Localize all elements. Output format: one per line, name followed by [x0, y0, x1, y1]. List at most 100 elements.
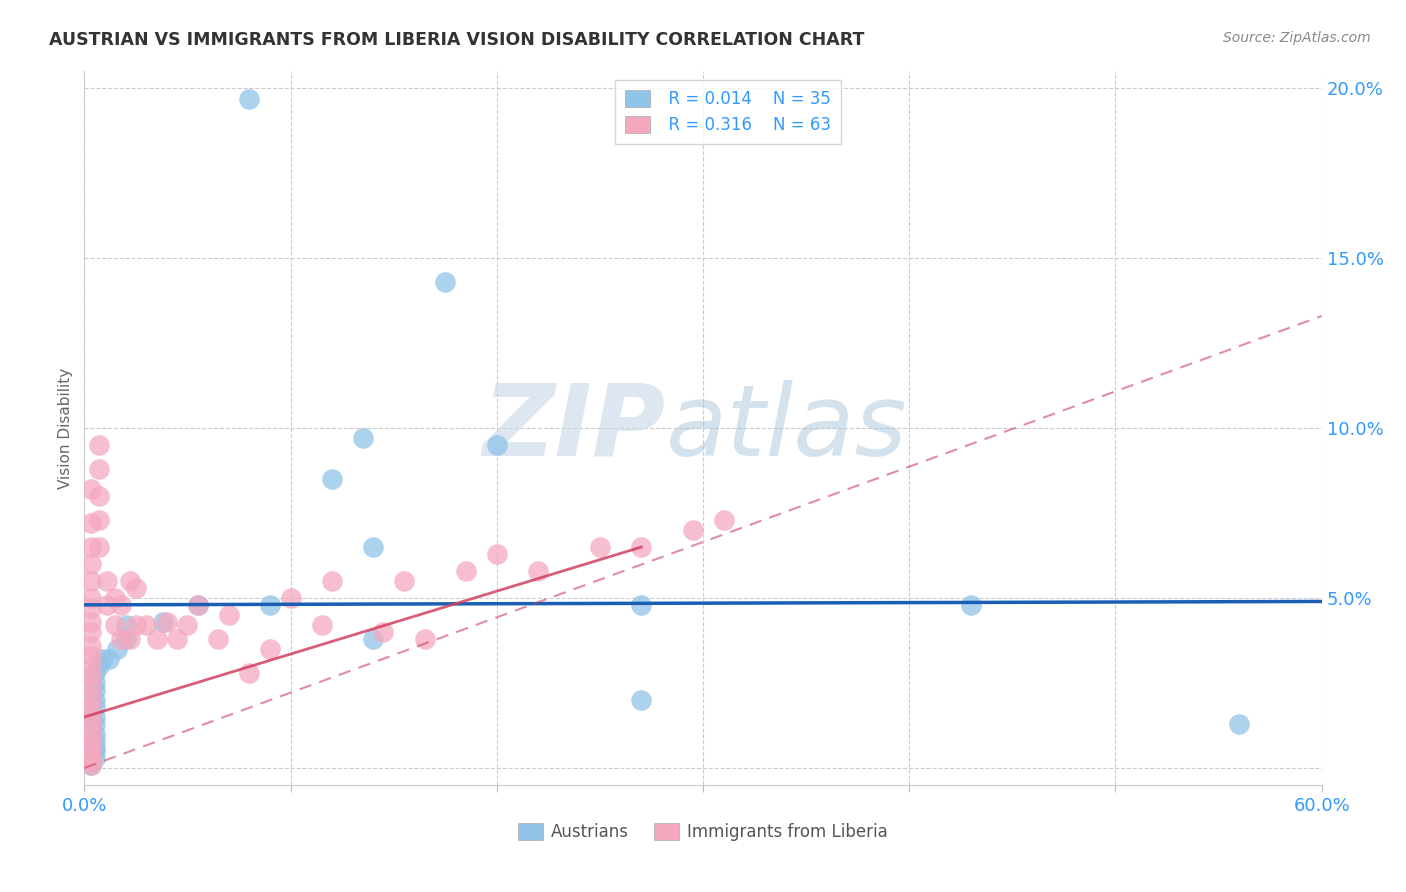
Point	[79, 574, 101, 588]
Point	[98, 652, 121, 666]
Point	[114, 618, 136, 632]
Point	[630, 540, 652, 554]
Point	[238, 91, 260, 105]
Point	[87, 513, 110, 527]
Point	[114, 632, 136, 646]
Point	[135, 618, 157, 632]
Point	[104, 618, 127, 632]
Point	[87, 462, 110, 476]
Point	[79, 669, 101, 683]
Point	[110, 598, 132, 612]
Point	[87, 540, 110, 554]
Point	[83, 693, 105, 707]
Point	[87, 489, 110, 503]
Point	[152, 615, 174, 629]
Point	[187, 598, 209, 612]
Point	[79, 757, 101, 772]
Point	[79, 754, 101, 768]
Point	[79, 516, 101, 531]
Text: ZIP: ZIP	[482, 380, 666, 476]
Point	[79, 757, 101, 772]
Point	[79, 540, 101, 554]
Point	[79, 625, 101, 640]
Point	[713, 513, 735, 527]
Point	[79, 591, 101, 605]
Point	[79, 699, 101, 714]
Point	[960, 598, 983, 612]
Point	[79, 727, 101, 741]
Point	[176, 618, 198, 632]
Point	[682, 523, 704, 537]
Point	[352, 431, 374, 445]
Point	[187, 598, 209, 612]
Point	[104, 591, 127, 605]
Point	[96, 598, 118, 612]
Point	[79, 710, 101, 724]
Point	[280, 591, 302, 605]
Point	[630, 693, 652, 707]
Point	[79, 648, 101, 663]
Text: AUSTRIAN VS IMMIGRANTS FROM LIBERIA VISION DISABILITY CORRELATION CHART: AUSTRIAN VS IMMIGRANTS FROM LIBERIA VISI…	[49, 31, 865, 49]
Point	[105, 642, 128, 657]
Point	[434, 275, 457, 289]
Point	[83, 744, 105, 758]
Point	[87, 438, 110, 452]
Point	[83, 727, 105, 741]
Point	[207, 632, 229, 646]
Point	[83, 740, 105, 755]
Point	[79, 716, 101, 731]
Point	[79, 639, 101, 653]
Point	[156, 615, 179, 629]
Point	[83, 716, 105, 731]
Point	[79, 601, 101, 615]
Point	[361, 632, 384, 646]
Point	[321, 472, 343, 486]
Point	[79, 733, 101, 747]
Point	[630, 598, 652, 612]
Point	[79, 751, 101, 765]
Point	[259, 598, 281, 612]
Point	[527, 564, 550, 578]
Point	[79, 740, 101, 755]
Point	[83, 682, 105, 697]
Point	[79, 747, 101, 762]
Point	[485, 547, 508, 561]
Point	[392, 574, 415, 588]
Point	[83, 710, 105, 724]
Point	[361, 540, 384, 554]
Point	[79, 615, 101, 629]
Point	[79, 659, 101, 673]
Point	[87, 659, 110, 673]
Point	[118, 632, 141, 646]
Text: atlas: atlas	[666, 380, 907, 476]
Point	[83, 665, 105, 680]
Point	[83, 699, 105, 714]
Text: Source: ZipAtlas.com: Source: ZipAtlas.com	[1223, 31, 1371, 45]
Point	[166, 632, 188, 646]
Point	[413, 632, 436, 646]
Point	[83, 751, 105, 765]
Point	[79, 483, 101, 497]
Point	[145, 632, 167, 646]
Point	[83, 676, 105, 690]
Point	[125, 581, 148, 595]
Point	[238, 665, 260, 680]
Point	[79, 557, 101, 571]
Point	[96, 574, 118, 588]
Point	[373, 625, 395, 640]
Y-axis label: Vision Disability: Vision Disability	[58, 368, 73, 489]
Point	[218, 608, 240, 623]
Point	[118, 574, 141, 588]
Point	[79, 690, 101, 704]
Point	[311, 618, 333, 632]
Point	[79, 680, 101, 694]
Point	[485, 438, 508, 452]
Point	[79, 754, 101, 768]
Point	[91, 652, 114, 666]
Point	[259, 642, 281, 657]
Point	[79, 751, 101, 765]
Point	[125, 618, 148, 632]
Point	[454, 564, 477, 578]
Point	[110, 632, 132, 646]
Point	[83, 733, 105, 747]
